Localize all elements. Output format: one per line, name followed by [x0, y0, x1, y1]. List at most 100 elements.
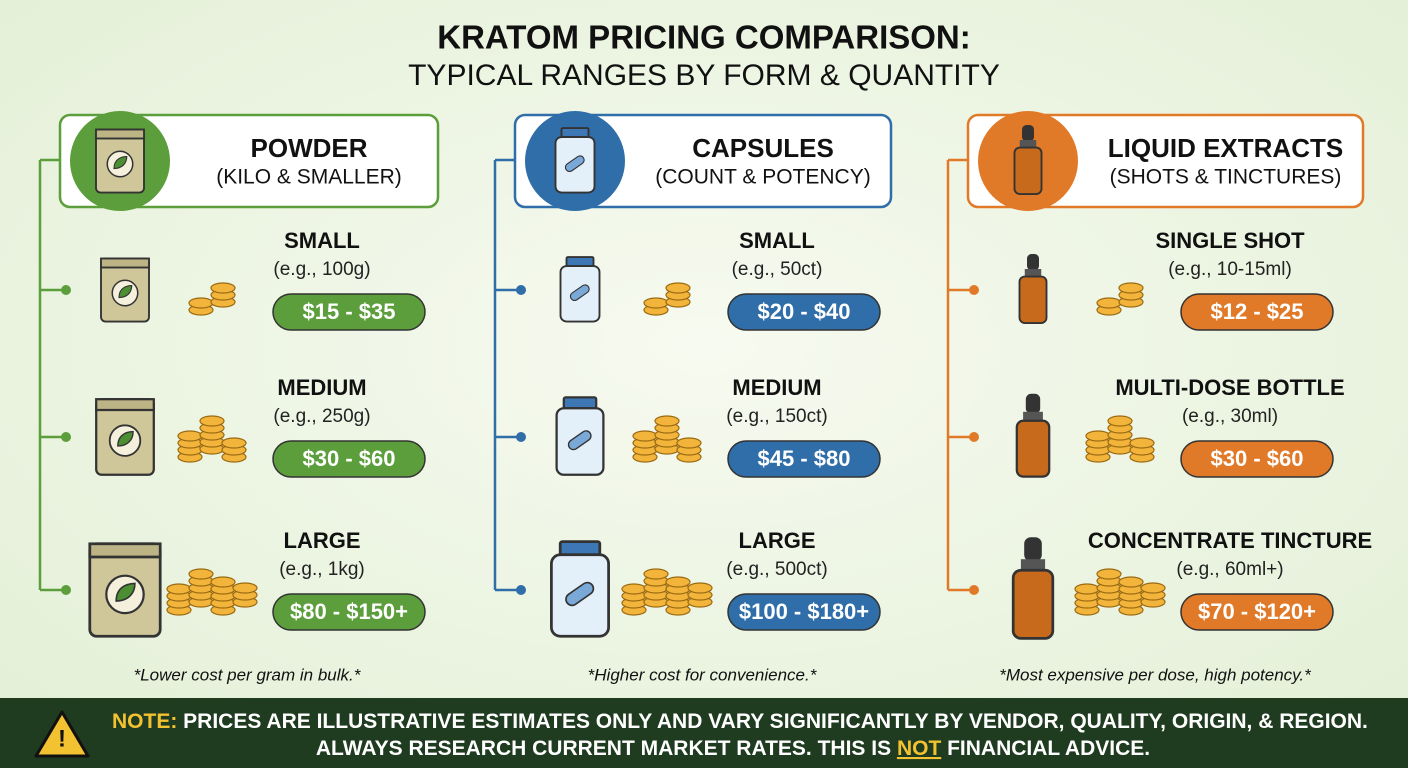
- note-line1: NOTE: PRICES ARE ILLUSTRATIVE ESTIMATES …: [112, 710, 1368, 733]
- tier-example: (e.g., 500ct): [726, 559, 827, 580]
- note-text: ALWAYS RESEARCH CURRENT MARKET RATES. TH…: [316, 737, 897, 760]
- column-title: CAPSULES: [692, 133, 834, 163]
- tier-size: CONCENTRATE TINCTURE: [1088, 528, 1372, 553]
- title: KRATOM PRICING COMPARISON:: [437, 19, 971, 56]
- tier-example: (e.g., 1kg): [279, 559, 365, 580]
- tier-size: MULTI-DOSE BOTTLE: [1115, 375, 1344, 400]
- note-line2: ALWAYS RESEARCH CURRENT MARKET RATES. TH…: [316, 737, 1150, 760]
- note-text: FINANCIAL ADVICE.: [941, 737, 1150, 760]
- coin: [166, 583, 192, 595]
- coin: [676, 437, 702, 449]
- price: $12 - $25: [1211, 299, 1304, 324]
- price-pill: [727, 440, 881, 478]
- dropper: [1027, 254, 1039, 271]
- coin: [177, 430, 203, 442]
- header-icon: [1013, 125, 1043, 195]
- coin: [1096, 568, 1122, 580]
- note-bar: [0, 698, 1408, 768]
- tier-example: (e.g., 250g): [273, 406, 370, 427]
- price: $15 - $35: [303, 299, 396, 324]
- coin: [1085, 430, 1111, 442]
- pill: [564, 155, 585, 173]
- coin: [665, 576, 691, 588]
- branch-dot: [516, 285, 526, 295]
- product-icon: [100, 257, 150, 323]
- vial: [1011, 568, 1055, 640]
- column-subtitle: (SHOTS & TINCTURES): [1110, 166, 1342, 189]
- leaf: [118, 284, 133, 299]
- pill: [565, 581, 595, 607]
- tier-example: (e.g., 10-15ml): [1168, 259, 1292, 280]
- column-title: LIQUID EXTRACTS: [1108, 133, 1343, 163]
- tier-example: (e.g., 60ml+): [1176, 559, 1283, 580]
- vial: [1013, 146, 1043, 195]
- product-icon: [1011, 537, 1055, 640]
- coin: [632, 430, 658, 442]
- price-pill: [1180, 293, 1334, 331]
- note-label: NOTE:: [112, 710, 177, 733]
- price-pill: [727, 293, 881, 331]
- coin: [643, 297, 669, 309]
- tier-size: SMALL: [284, 228, 360, 253]
- bag-top: [95, 128, 145, 140]
- coin: [188, 297, 214, 309]
- header-icon: [554, 127, 596, 194]
- neck: [1023, 411, 1043, 421]
- branch-dot: [61, 432, 71, 442]
- vial: [1015, 419, 1051, 478]
- coin: [665, 282, 691, 294]
- branch-dot: [516, 432, 526, 442]
- product-icon: [559, 256, 601, 323]
- branch-dot: [969, 432, 979, 442]
- price-pill: [727, 593, 881, 631]
- product-icon: [95, 398, 155, 476]
- tier-size: MEDIUM: [277, 375, 366, 400]
- coin: [1107, 415, 1133, 427]
- tier-size: SINGLE SHOT: [1155, 228, 1305, 253]
- column-subtitle: (COUNT & POTENCY): [655, 166, 870, 189]
- coin: [232, 582, 258, 594]
- branch-dot: [516, 585, 526, 595]
- bag-top: [100, 257, 150, 269]
- vial: [1018, 275, 1048, 324]
- dropper: [1022, 125, 1034, 142]
- coin: [210, 282, 236, 294]
- coin: [643, 568, 669, 580]
- coin: [210, 576, 236, 588]
- footnote: *Higher cost for convenience.*: [588, 665, 818, 684]
- bag-top: [88, 542, 162, 559]
- price: $80 - $150+: [290, 599, 408, 624]
- note-emphasis: NOT: [897, 737, 942, 760]
- dropper: [1025, 393, 1041, 414]
- tier-example: (e.g., 50ct): [732, 259, 823, 280]
- tier-example: (e.g., 100g): [273, 259, 370, 280]
- tier-size: SMALL: [739, 228, 815, 253]
- note-text: PRICES ARE ILLUSTRATIVE ESTIMATES ONLY A…: [183, 710, 1368, 733]
- price-pill: [272, 293, 426, 331]
- warning-icon: [34, 710, 90, 758]
- pill: [569, 284, 590, 302]
- footnote: *Lower cost per gram in bulk.*: [134, 665, 362, 684]
- neck: [1019, 140, 1037, 148]
- header-icon: [95, 128, 145, 194]
- coin: [199, 415, 225, 427]
- bottle-cap: [565, 256, 595, 267]
- coin: [1140, 582, 1166, 594]
- coin: [1096, 297, 1122, 309]
- coin: [1074, 583, 1100, 595]
- coin: [1129, 437, 1155, 449]
- price: $30 - $60: [303, 446, 396, 471]
- footnote: *Most expensive per dose, high potency.*: [999, 665, 1312, 684]
- coin: [1118, 576, 1144, 588]
- price-pill: [272, 440, 426, 478]
- leaf: [115, 582, 136, 602]
- tier-size: LARGE: [284, 528, 361, 553]
- warning-mark: !: [58, 725, 66, 752]
- bag-top: [95, 398, 155, 412]
- coin: [188, 568, 214, 580]
- coin: [687, 582, 713, 594]
- product-icon: [1015, 393, 1051, 478]
- product-icon: [88, 542, 162, 638]
- price: $20 - $40: [758, 299, 851, 324]
